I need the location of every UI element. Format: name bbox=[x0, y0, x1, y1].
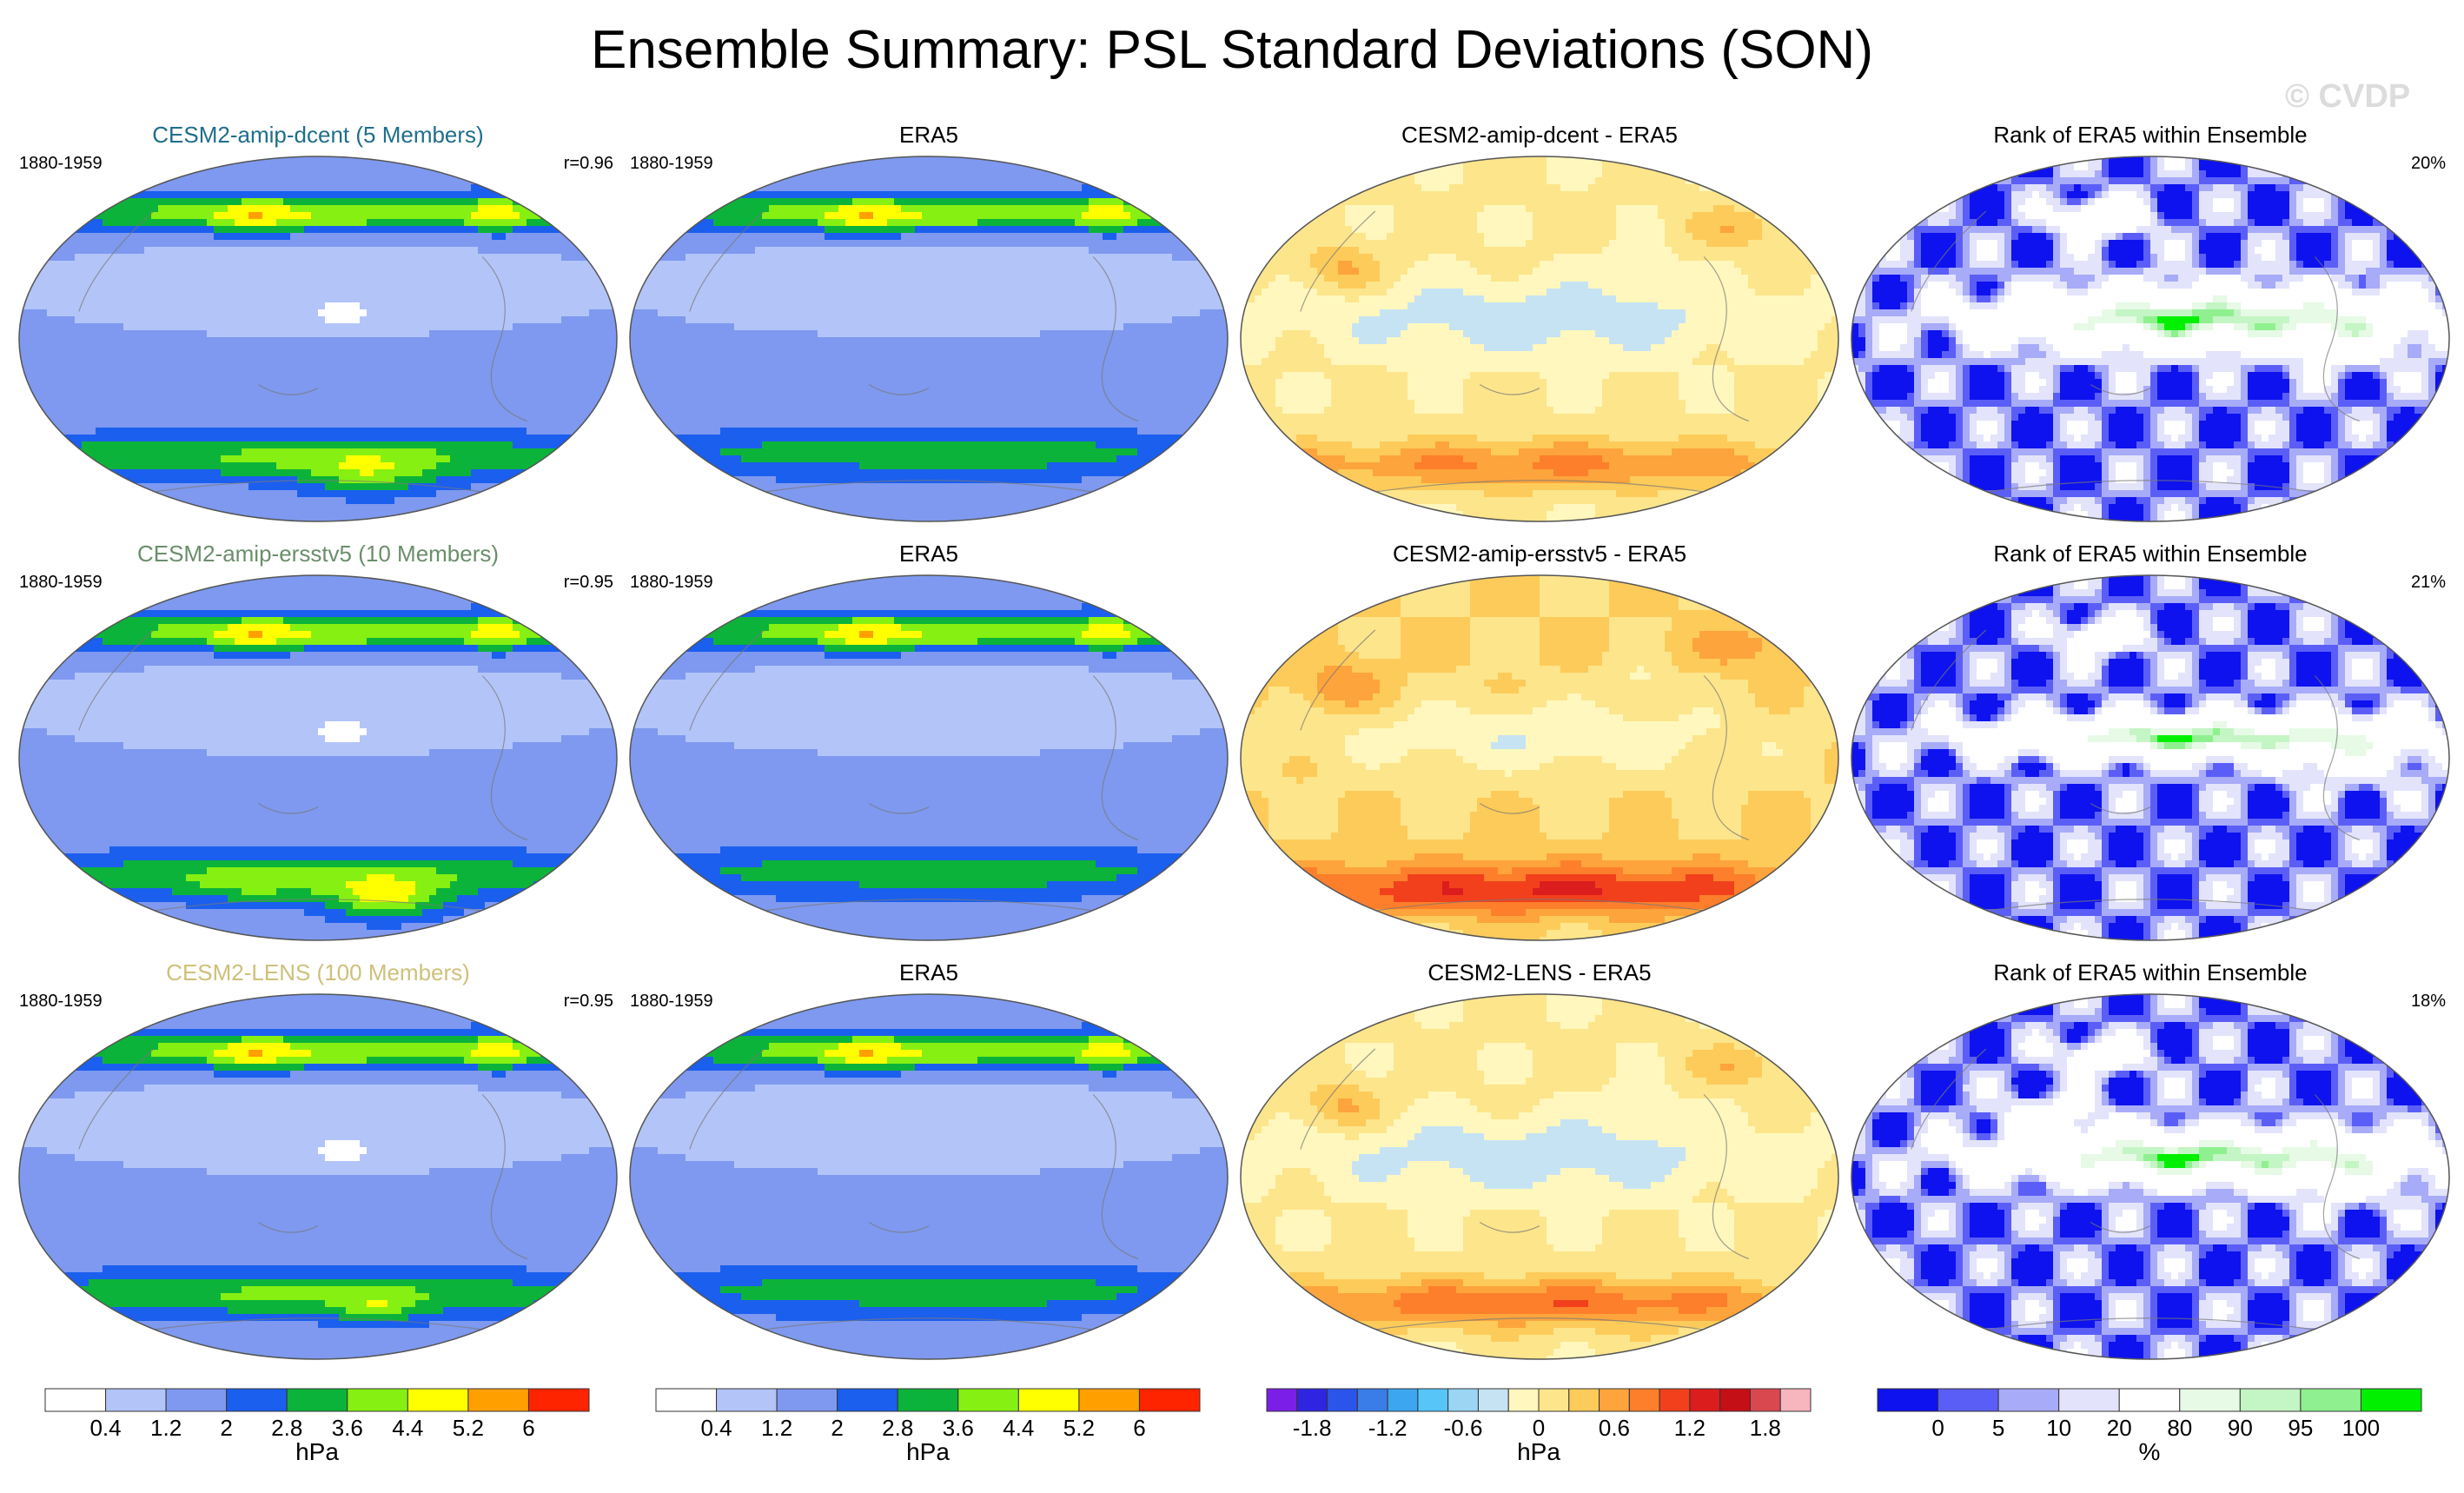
colorbar-tick-label: 0.4 bbox=[700, 1415, 732, 1441]
panel-title: ERA5 bbox=[899, 541, 958, 567]
colorbar-tick-label: 80 bbox=[2167, 1415, 2192, 1441]
map-panel-8: Rank of ERA5 within Ensemble 21% bbox=[1851, 541, 2450, 941]
colorbar-tick-label: 2.8 bbox=[882, 1415, 913, 1441]
colorbar-unit: hPa bbox=[906, 1438, 950, 1465]
map-field bbox=[630, 156, 1228, 521]
map-panel-3: CESM2-amip-dcent - ERA5 bbox=[1240, 122, 1839, 522]
colorbar-tick-label: 6 bbox=[1133, 1415, 1145, 1441]
colorbar-tick-label: 0 bbox=[1533, 1415, 1545, 1441]
map-panel-11: CESM2-LENS - ERA5 bbox=[1240, 959, 1839, 1360]
panel-title: CESM2-LENS (100 Members) bbox=[166, 959, 470, 985]
panel-period: 1880-1959 bbox=[630, 154, 713, 173]
map-panel-1: CESM2-amip-dcent (5 Members) 1880-1959 r=0… bbox=[18, 122, 618, 522]
map-field bbox=[19, 575, 617, 940]
colorbar-tick-label: 2 bbox=[220, 1415, 232, 1441]
colorbar-tick-label: 95 bbox=[2288, 1415, 2313, 1441]
panel-period: 1880-1959 bbox=[630, 573, 713, 592]
map-panel-9: CESM2-LENS (100 Members) 1880-1959 r=0.95 bbox=[18, 959, 618, 1360]
colorbar-tick-label: 100 bbox=[2342, 1415, 2380, 1441]
colorbar-unit: hPa bbox=[1517, 1438, 1560, 1465]
map-field bbox=[630, 994, 1228, 1359]
colorbar-unit: % bbox=[2139, 1438, 2161, 1465]
colorbar-2: 0.4 1.2 2 2.8 3.6 4.4 5.2 6 hPa bbox=[655, 1388, 1201, 1465]
colorbar-tick-label: 2 bbox=[831, 1415, 843, 1441]
map-field bbox=[1851, 994, 2449, 1359]
colorbar-tick-label: 5.2 bbox=[453, 1415, 484, 1441]
panel-period: 1880-1959 bbox=[19, 573, 103, 592]
panel-title: CESM2-LENS - ERA5 bbox=[1427, 959, 1651, 985]
panel-title: CESM2-amip-dcent - ERA5 bbox=[1401, 122, 1678, 148]
colorbar-tick-label: 3.6 bbox=[332, 1415, 363, 1441]
panel-title: Rank of ERA5 within Ensemble bbox=[1993, 541, 2307, 567]
panel-corner-stat: r=0.96 bbox=[564, 154, 613, 173]
panel-title: Rank of ERA5 within Ensemble bbox=[1993, 122, 2307, 148]
watermark: © CVDP bbox=[2285, 78, 2410, 116]
colorbar-tick-label: 0 bbox=[1931, 1415, 1944, 1441]
panel-corner-stat: r=0.95 bbox=[564, 573, 613, 592]
colorbar-tick-label: 10 bbox=[2046, 1415, 2071, 1441]
colorbar-tick-label: 1.2 bbox=[150, 1415, 182, 1441]
panel-period: 1880-1959 bbox=[630, 992, 713, 1011]
panel-corner-stat: 18% bbox=[2411, 992, 2446, 1011]
colorbar-tick-label: -1.2 bbox=[1368, 1415, 1408, 1441]
map-panel-12: Rank of ERA5 within Ensemble 18% bbox=[1851, 959, 2450, 1360]
panel-title: CESM2-amip-ersstv5 - ERA5 bbox=[1393, 541, 1686, 567]
map-field bbox=[1241, 156, 1838, 521]
colorbar-3: -1.8 -1.2 -0.6 0 0.6 1.2 1.8 hPa bbox=[1266, 1388, 1812, 1465]
panel-title: ERA5 bbox=[899, 122, 958, 148]
panel-corner-stat: r=0.95 bbox=[564, 992, 613, 1011]
map-field bbox=[19, 156, 617, 521]
colorbar-tick-label: 1.2 bbox=[761, 1415, 792, 1441]
map-field bbox=[1851, 156, 2449, 521]
panel-corner-stat: 21% bbox=[2411, 573, 2446, 592]
map-panel-4: Rank of ERA5 within Ensemble 20% bbox=[1851, 122, 2450, 522]
map-field bbox=[1241, 575, 1838, 940]
colorbar-tick-label: 1.8 bbox=[1750, 1415, 1781, 1441]
map-panel-6: ERA5 1880-1959 bbox=[629, 541, 1229, 941]
map-field bbox=[19, 994, 617, 1359]
colorbar-tick-label: 2.8 bbox=[271, 1415, 302, 1441]
map-panel-10: ERA5 1880-1959 bbox=[629, 959, 1229, 1360]
colorbar-tick-label: 0.4 bbox=[89, 1415, 121, 1441]
colorbar-tick-label: 1.2 bbox=[1674, 1415, 1706, 1441]
panel-period: 1880-1959 bbox=[19, 154, 103, 173]
colorbar-tick-label: 20 bbox=[2107, 1415, 2132, 1441]
panel-title: CESM2-amip-ersstv5 (10 Members) bbox=[137, 541, 499, 567]
colorbar-tick-label: 5 bbox=[1992, 1415, 2004, 1441]
map-panel-5: CESM2-amip-ersstv5 (10 Members) 1880-1959… bbox=[18, 541, 618, 941]
map-panel-2: ERA5 1880-1959 bbox=[629, 122, 1229, 522]
map-field bbox=[630, 575, 1228, 940]
colorbar-tick-label: 4.4 bbox=[1003, 1415, 1034, 1441]
colorbar-tick-label: 6 bbox=[522, 1415, 534, 1441]
colorbar-tick-label: 4.4 bbox=[392, 1415, 423, 1441]
map-field bbox=[1851, 575, 2449, 940]
figure-title: Ensemble Summary: PSL Standard Deviation… bbox=[0, 19, 2464, 81]
colorbar-4: 0 5 10 20 80 90 95 100% bbox=[1877, 1388, 2422, 1465]
panel-title: Rank of ERA5 within Ensemble bbox=[1993, 959, 2307, 985]
panel-corner-stat: 20% bbox=[2411, 154, 2446, 173]
colorbar-tick-label: -1.8 bbox=[1293, 1415, 1332, 1441]
colorbar-tick-label: 3.6 bbox=[943, 1415, 974, 1441]
panel-title: CESM2-amip-dcent (5 Members) bbox=[152, 122, 483, 148]
colorbar-tick-label: 5.2 bbox=[1063, 1415, 1095, 1441]
panel-title: ERA5 bbox=[899, 959, 958, 985]
colorbar-tick-label: 0.6 bbox=[1599, 1415, 1630, 1441]
colorbar-unit: hPa bbox=[295, 1438, 339, 1465]
colorbar-1: 0.4 1.2 2 2.8 3.6 4.4 5.2 6 hPa bbox=[44, 1388, 590, 1465]
colorbar-tick-label: 90 bbox=[2228, 1415, 2253, 1441]
panel-period: 1880-1959 bbox=[19, 992, 103, 1011]
map-panel-7: CESM2-amip-ersstv5 - ERA5 bbox=[1240, 541, 1839, 941]
map-field bbox=[1241, 994, 1838, 1359]
colorbar-tick-label: -0.6 bbox=[1444, 1415, 1483, 1441]
